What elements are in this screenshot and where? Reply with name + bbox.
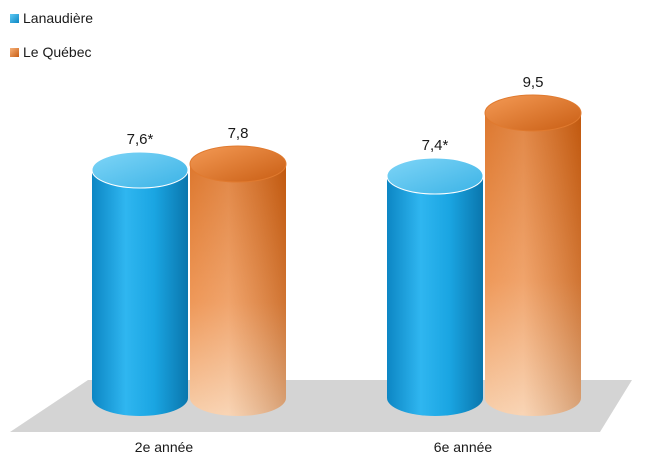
bar-shade-quebec-6e [485, 113, 581, 416]
value-label-quebec-2e: 7,8 [228, 125, 249, 142]
category-label-6e-annee: 6e année [434, 439, 493, 455]
bar-lanaudiere-2e: 7,6* [91, 131, 189, 416]
category-label-2e-annee: 2e année [135, 439, 194, 455]
legend: Lanaudière Le Québec [10, 8, 93, 76]
legend-label-quebec: Le Québec [23, 44, 92, 60]
legend-label-lanaudiere: Lanaudière [23, 10, 94, 26]
value-label-lanaudiere-2e: 7,6* [127, 131, 154, 148]
bar-top-lanaudiere-2e [91, 151, 189, 189]
legend-item-quebec: Le Québec [10, 42, 93, 62]
legend-item-lanaudiere: Lanaudière [10, 8, 93, 28]
bar-top-quebec-6e [484, 94, 582, 132]
legend-swatch-lanaudiere [10, 13, 19, 23]
value-label-lanaudiere-6e: 7,4* [422, 137, 449, 154]
bar-top-lanaudiere-6e [386, 157, 484, 195]
bar-body-lanaudiere-6e [387, 176, 483, 416]
bar-shade-quebec-2e [190, 164, 286, 416]
bar-top-quebec-2e [189, 145, 287, 183]
value-label-quebec-6e: 9,5 [523, 74, 544, 91]
bars-group: 7,6* 7,8 7,4* 9,5 [91, 74, 582, 416]
bar-lanaudiere-6e: 7,4* [386, 137, 484, 416]
legend-swatch-quebec [10, 47, 19, 57]
bar-body-lanaudiere-2e [92, 170, 188, 416]
bar-quebec-6e: 9,5 [484, 74, 582, 416]
bar-quebec-2e: 7,8 [189, 125, 287, 416]
